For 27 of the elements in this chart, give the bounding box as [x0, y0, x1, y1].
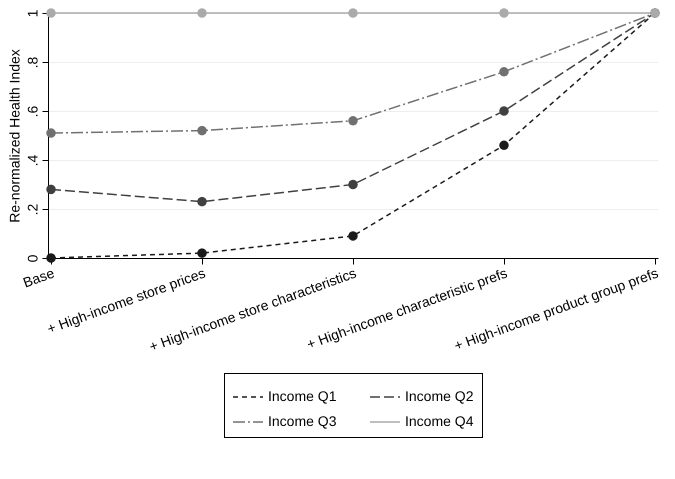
point: [499, 140, 509, 150]
legend-label: Income Q2: [405, 388, 474, 404]
legend-label: Income Q3: [268, 413, 337, 429]
y-tick-label: .6: [24, 105, 40, 118]
y-tick-label: .2: [24, 203, 40, 216]
point: [46, 128, 56, 138]
point: [46, 184, 56, 194]
point: [499, 8, 509, 18]
point: [348, 180, 358, 190]
point: [197, 248, 207, 258]
point: [197, 8, 207, 18]
legend-label: Income Q4: [405, 413, 474, 429]
point: [348, 8, 358, 18]
point: [46, 8, 56, 18]
point: [499, 106, 509, 116]
y-tick-label: 0: [24, 254, 40, 262]
point: [348, 231, 358, 241]
y-tick-label: 1: [24, 9, 40, 18]
y-tick-label: .8: [24, 56, 40, 68]
point: [197, 126, 207, 136]
point: [348, 116, 358, 126]
legend-label: Income Q1: [268, 388, 337, 404]
point: [499, 67, 509, 77]
point: [197, 196, 207, 206]
y-axis-title: Re-normalized Health Index: [6, 49, 22, 223]
x-tick-label: Base: [20, 264, 56, 291]
y-tick-label: .4: [24, 154, 40, 166]
